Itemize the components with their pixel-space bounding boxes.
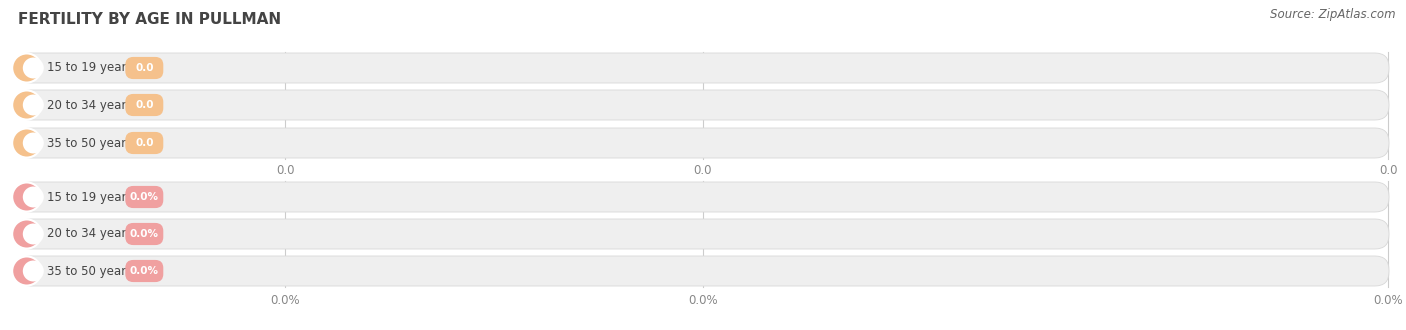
- Circle shape: [13, 219, 41, 248]
- Circle shape: [13, 90, 41, 119]
- Text: 0.0: 0.0: [693, 163, 713, 177]
- FancyBboxPatch shape: [17, 90, 1389, 120]
- Text: 35 to 50 years: 35 to 50 years: [48, 137, 132, 149]
- Text: 0.0%: 0.0%: [129, 266, 159, 276]
- Text: 15 to 19 years: 15 to 19 years: [48, 190, 134, 204]
- Circle shape: [22, 94, 44, 116]
- FancyBboxPatch shape: [17, 182, 1389, 212]
- Circle shape: [22, 57, 44, 79]
- Text: 0.0: 0.0: [135, 100, 153, 110]
- FancyBboxPatch shape: [17, 53, 1389, 83]
- FancyBboxPatch shape: [125, 223, 163, 245]
- FancyBboxPatch shape: [17, 256, 1389, 286]
- FancyBboxPatch shape: [125, 57, 163, 79]
- FancyBboxPatch shape: [125, 94, 163, 116]
- Text: FERTILITY BY AGE IN PULLMAN: FERTILITY BY AGE IN PULLMAN: [18, 12, 281, 27]
- Circle shape: [13, 53, 41, 82]
- Circle shape: [22, 186, 44, 208]
- Circle shape: [13, 182, 41, 212]
- Text: 0.0%: 0.0%: [688, 293, 718, 307]
- FancyBboxPatch shape: [17, 128, 1389, 158]
- FancyBboxPatch shape: [125, 260, 163, 282]
- Circle shape: [13, 256, 41, 285]
- Text: 20 to 34 years: 20 to 34 years: [48, 98, 132, 112]
- Text: 0.0%: 0.0%: [129, 192, 159, 202]
- Text: 0.0%: 0.0%: [129, 229, 159, 239]
- Text: 15 to 19 years: 15 to 19 years: [48, 61, 134, 75]
- Text: 0.0%: 0.0%: [270, 293, 299, 307]
- FancyBboxPatch shape: [125, 132, 163, 154]
- Text: 0.0: 0.0: [135, 63, 153, 73]
- Text: 0.0: 0.0: [1379, 163, 1398, 177]
- Circle shape: [22, 260, 44, 281]
- FancyBboxPatch shape: [125, 186, 163, 208]
- Text: 0.0%: 0.0%: [1374, 293, 1403, 307]
- Circle shape: [22, 133, 44, 153]
- Text: Source: ZipAtlas.com: Source: ZipAtlas.com: [1271, 8, 1396, 21]
- Text: 20 to 34 years: 20 to 34 years: [48, 227, 132, 241]
- FancyBboxPatch shape: [17, 219, 1389, 249]
- Text: 0.0: 0.0: [135, 138, 153, 148]
- Text: 35 to 50 years: 35 to 50 years: [48, 265, 132, 278]
- Circle shape: [22, 223, 44, 245]
- Circle shape: [13, 128, 41, 157]
- Text: 0.0: 0.0: [276, 163, 294, 177]
